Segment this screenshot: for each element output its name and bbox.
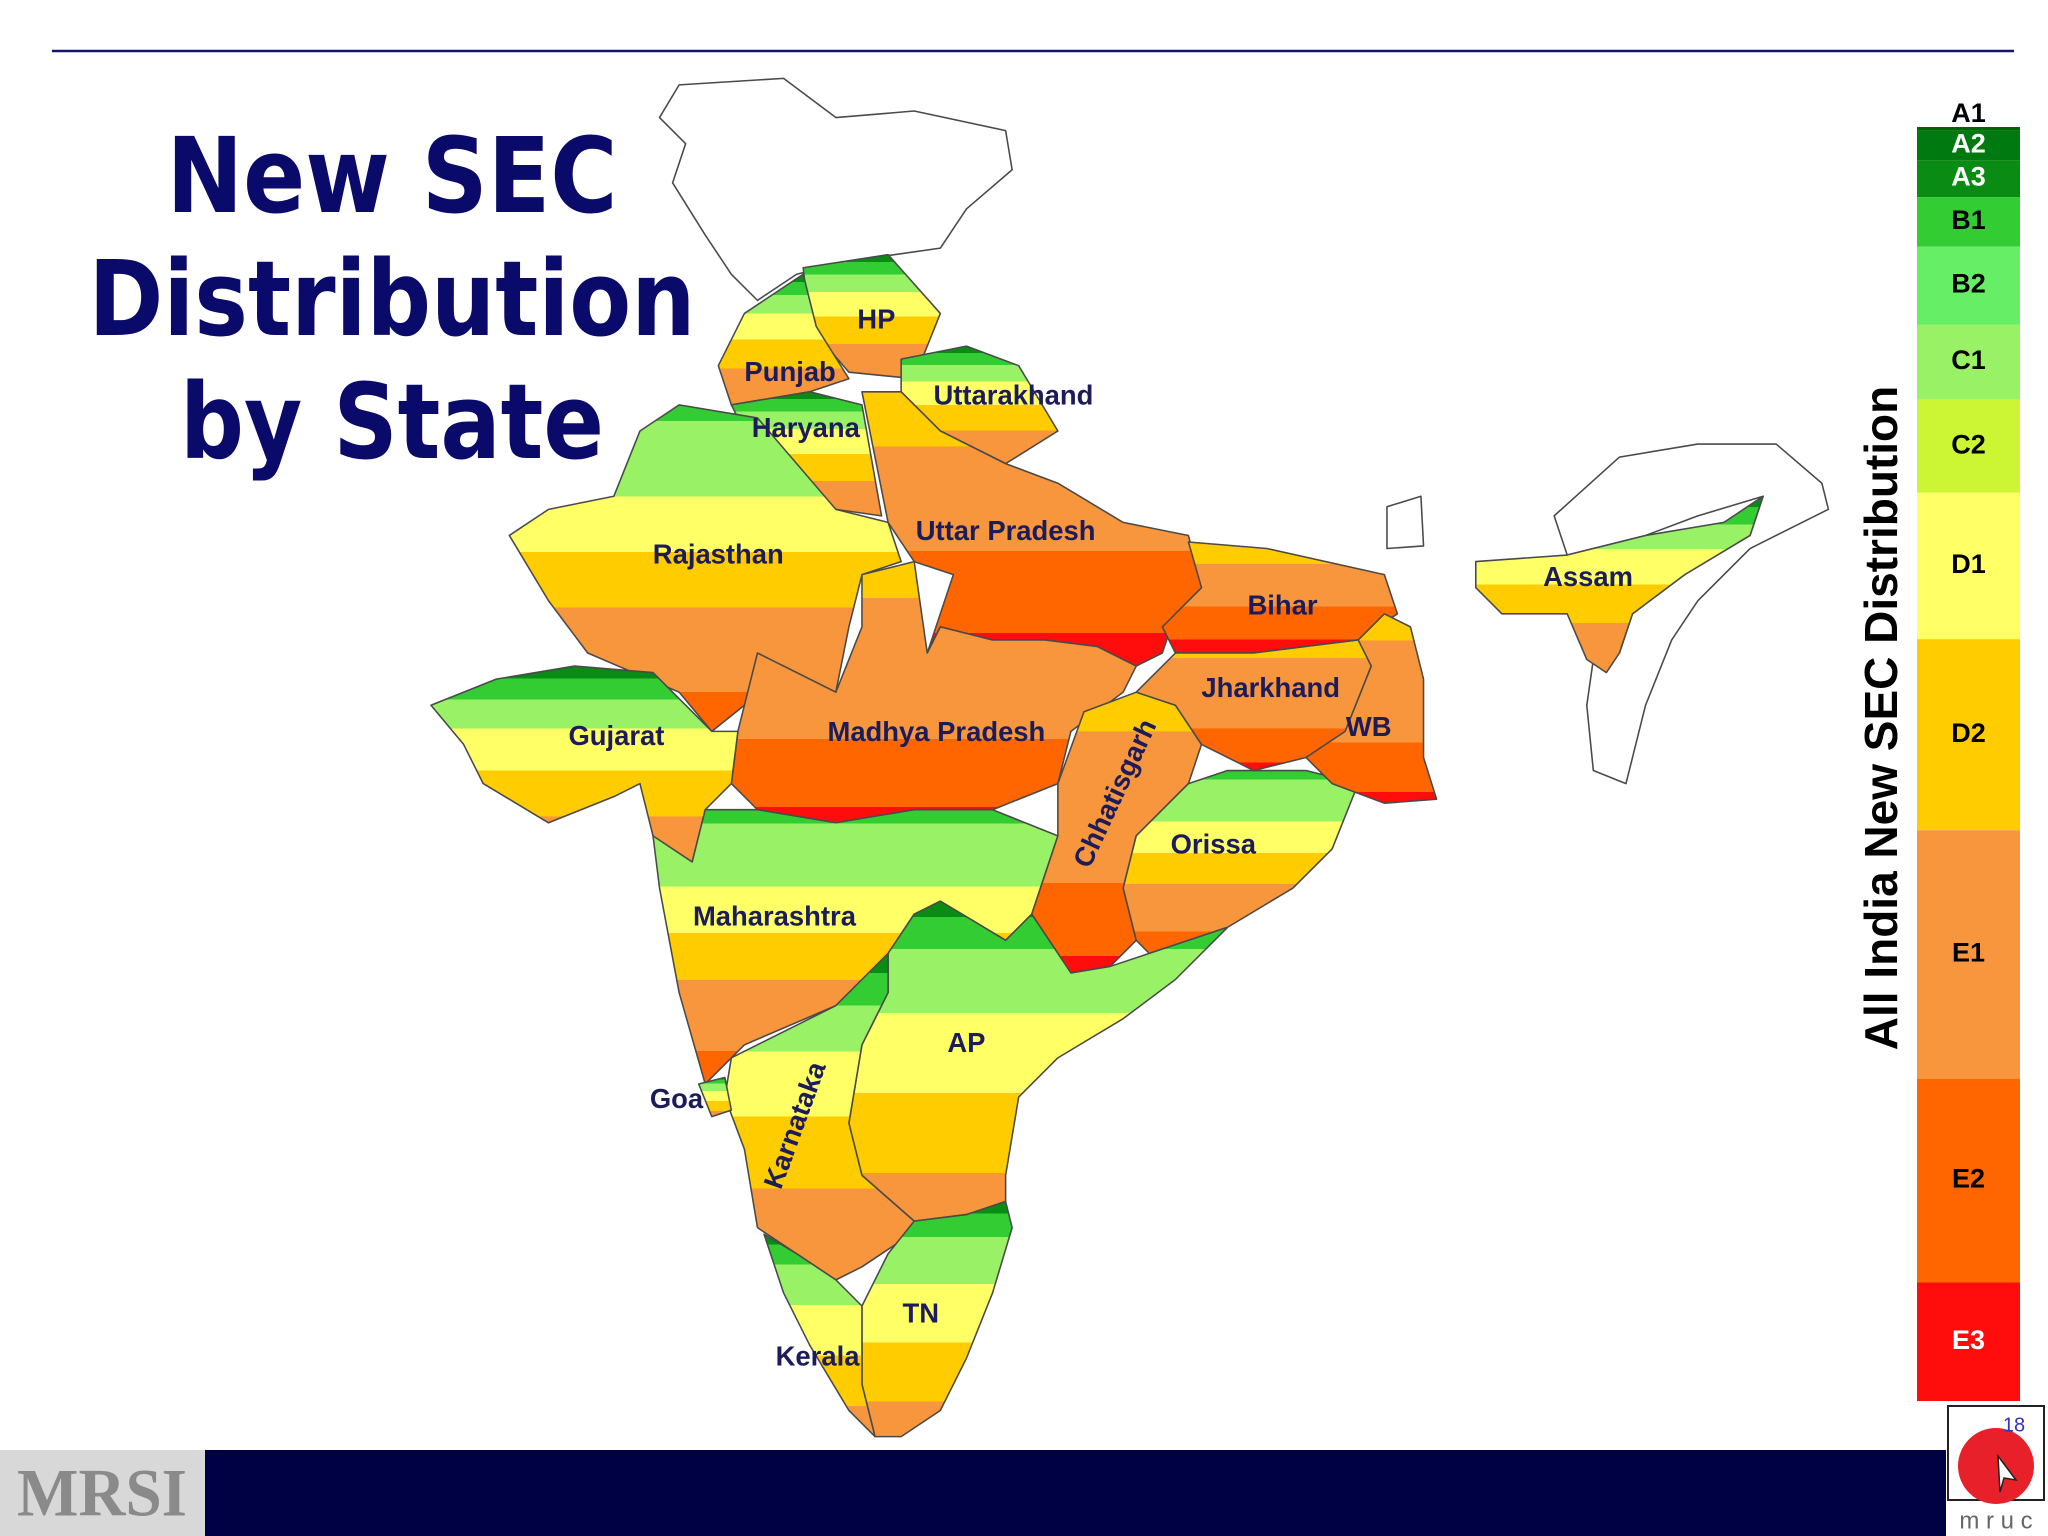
title-line: Distribution <box>89 238 696 360</box>
state-label: Bihar <box>1247 590 1317 621</box>
grade-label: A2 <box>1951 129 1986 159</box>
grade-label: E3 <box>1952 1325 1985 1355</box>
grade-label: A1 <box>1951 98 1986 128</box>
state-label: AP <box>947 1027 985 1058</box>
grade-label: E1 <box>1952 938 1985 968</box>
state-label: TN <box>902 1297 939 1328</box>
footer-bar <box>205 1450 1946 1536</box>
page-number: 18 <box>2003 1414 2025 1436</box>
state-label: Madhya Pradesh <box>827 716 1045 747</box>
grade-segment <box>1917 830 2020 1079</box>
grade-label: D1 <box>1951 549 1986 579</box>
mrsi-logo: MRSI <box>0 1450 205 1536</box>
grade-segment <box>1917 399 2020 493</box>
slide-title: New SEC Distribution by State <box>89 115 696 483</box>
sikkim <box>1386 495 1425 550</box>
logo-box <box>0 1450 205 1536</box>
grade-segment <box>1917 246 2020 325</box>
grade-label: E2 <box>1952 1164 1985 1194</box>
grade-segment <box>1917 127 2020 131</box>
title-line: by State <box>180 361 604 483</box>
kerala-shape <box>763 1233 876 1438</box>
state-label: Rajasthan <box>653 539 784 570</box>
grade-label: C2 <box>1951 429 1986 459</box>
state-label: Orissa <box>1171 829 1257 860</box>
state-label: Assam <box>1543 561 1633 592</box>
state-label: Haryana <box>752 412 861 443</box>
mruc-logo: 18 m r u c <box>1947 1405 2045 1534</box>
state-label: Maharashtra <box>693 900 857 931</box>
assam-shape <box>1474 495 1764 674</box>
state-label: WB <box>1346 711 1392 742</box>
title-line: New SEC <box>167 115 618 237</box>
state-label: Punjab <box>744 356 835 387</box>
orissa-shape <box>1122 769 1360 955</box>
logo-text: m r u c <box>1959 1507 2032 1534</box>
grade-label: B2 <box>1951 269 1986 299</box>
state-label: Uttarakhand <box>934 379 1094 410</box>
grade-segment <box>1917 160 2020 198</box>
up-shape <box>861 391 1203 667</box>
grade-label: A3 <box>1951 162 1986 192</box>
grade-segment <box>1917 492 2020 640</box>
grade-segment <box>1917 197 2020 247</box>
logo-text: MRSI <box>17 1455 187 1531</box>
state-label: HP <box>857 304 895 335</box>
state-label: Gujarat <box>568 720 664 751</box>
grade-label: D2 <box>1951 718 1986 748</box>
grade-label: B1 <box>1951 205 1986 235</box>
grade-segment <box>1917 130 2020 161</box>
legend-title: All India New SEC Distribution <box>1855 386 1907 1050</box>
grade-segment <box>1917 1282 2020 1401</box>
north-east <box>1553 443 1830 785</box>
grade-label: C1 <box>1951 345 1986 375</box>
punjab-shape <box>717 273 850 406</box>
logo-pointer <box>1997 1453 2018 1493</box>
grade-segment <box>1917 639 2020 831</box>
india-map: HP Punjab Haryana Uttarakhand Rajasthan … <box>430 77 1830 1438</box>
state-label: Kerala <box>776 1340 861 1371</box>
grade-segment <box>1917 1078 2020 1283</box>
grade-segment <box>1917 324 2020 400</box>
ap-shape <box>848 900 1229 1222</box>
wb-shape <box>1305 613 1438 804</box>
state-label: Goa <box>650 1083 704 1114</box>
logo-circle <box>1958 1428 2034 1504</box>
goa-shape <box>697 1076 733 1118</box>
state-label: Uttar Pradesh <box>916 515 1096 546</box>
state-label: Jharkhand <box>1201 672 1340 703</box>
